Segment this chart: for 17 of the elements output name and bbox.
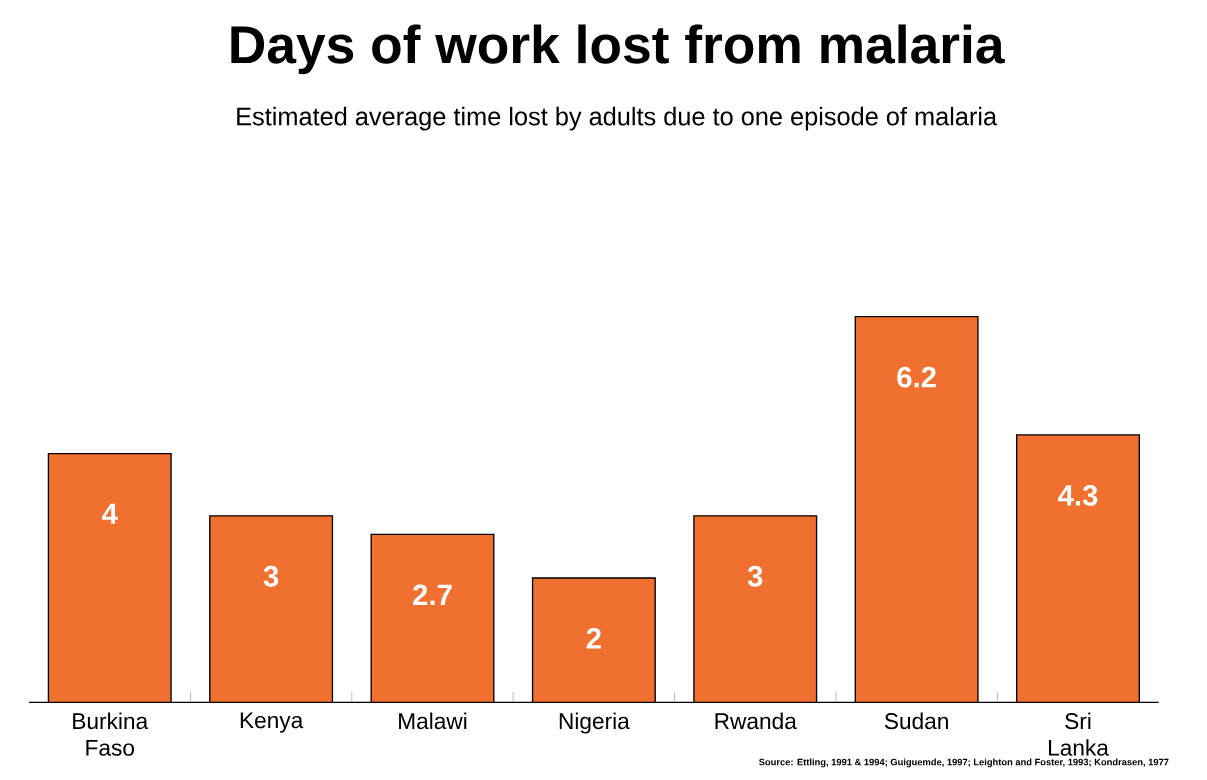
x-tick-label: Malawi bbox=[399, 712, 467, 730]
data-label: 2 bbox=[586, 627, 601, 649]
data-label: 3 bbox=[263, 565, 279, 587]
data-label: 4 bbox=[102, 503, 118, 524]
chart-title: Days of work lost from malaria bbox=[231, 24, 1005, 75]
x-tick-label: Rwanda bbox=[715, 712, 797, 730]
x-tick-label: Burkina Faso bbox=[73, 712, 149, 756]
chart-subtitle: Estimated average time lost by adults due to one episode of malaria bbox=[237, 106, 998, 131]
data-label: 4.3 bbox=[1058, 484, 1098, 506]
x-tick-label: Kenya bbox=[240, 712, 304, 733]
data-label: 2.7 bbox=[413, 584, 452, 605]
x-tick-label: Sudan bbox=[884, 712, 948, 730]
x-tick-label: Sri Lanka bbox=[1048, 712, 1109, 756]
data-label: 6.2 bbox=[897, 366, 936, 388]
source-note: Source: Ettling, 1991 & 1994; Guiguemde, 1997; Leighton and Foster, 1993; Kondrasen, 1977 bbox=[759, 758, 1169, 768]
data-label: 3 bbox=[747, 565, 763, 587]
x-tick-label: Nigeria bbox=[559, 712, 630, 734]
